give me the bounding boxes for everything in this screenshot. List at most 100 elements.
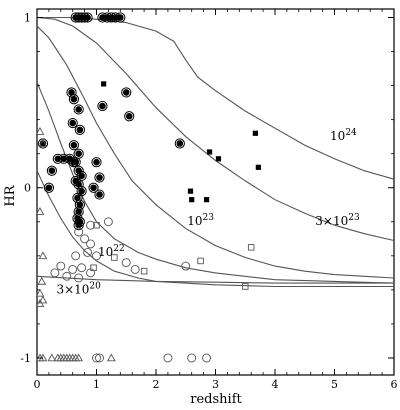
point-open-triangle bbox=[35, 127, 45, 135]
point-filled-square bbox=[187, 188, 194, 194]
curves bbox=[36, 16, 395, 288]
point-filled-circle bbox=[48, 167, 56, 175]
point-open-triangle bbox=[107, 353, 116, 362]
point-filled-square bbox=[189, 197, 195, 203]
point-open-triangle bbox=[38, 138, 48, 147]
point-filled-circle bbox=[96, 174, 103, 181]
point-filled-square bbox=[255, 164, 261, 170]
point-open-circle bbox=[77, 263, 87, 273]
point-open-circle bbox=[86, 220, 96, 230]
curve-label-nh24: 1024 bbox=[330, 128, 357, 143]
curve-nh24 bbox=[37, 16, 395, 180]
point-ring bbox=[124, 111, 135, 122]
point-filled-circle bbox=[93, 158, 100, 166]
curve-nh3e20 bbox=[36, 275, 394, 284]
point-filled-square bbox=[203, 197, 210, 203]
curve-label-nh3e23: 3×1023 bbox=[315, 213, 360, 228]
point-open-square bbox=[140, 267, 148, 275]
point-filled-circle bbox=[84, 14, 91, 21]
point-ring bbox=[97, 100, 108, 112]
point-filled-circle bbox=[70, 141, 78, 149]
point-ring bbox=[68, 157, 79, 168]
point-ring bbox=[74, 124, 85, 135]
plot-border bbox=[36, 8, 395, 376]
y-tick-label: 1 bbox=[24, 12, 31, 25]
point-filled-square bbox=[252, 130, 258, 136]
point-open-circle bbox=[56, 261, 66, 271]
point-open-circle bbox=[121, 258, 131, 268]
curve-nh22b bbox=[36, 170, 394, 288]
point-ring bbox=[37, 138, 49, 149]
point-open-circle bbox=[86, 239, 96, 249]
point-filled-circle bbox=[122, 89, 130, 96]
point-filled-square bbox=[215, 156, 222, 162]
curve-label-nh23: 1023 bbox=[187, 213, 214, 228]
point-open-triangle bbox=[38, 295, 48, 304]
point-filled-circle bbox=[39, 140, 47, 147]
x-tick-label: 6 bbox=[391, 378, 398, 391]
point-open-triangle bbox=[35, 288, 45, 297]
point-open-circle bbox=[62, 271, 72, 281]
point-open-triangle bbox=[47, 353, 57, 362]
point-ring bbox=[174, 138, 185, 149]
point-open-circle bbox=[83, 247, 93, 257]
x-tick-label: 1 bbox=[93, 378, 100, 391]
plot-frame bbox=[36, 8, 395, 376]
curve-label-nh22: 1022 bbox=[98, 244, 125, 259]
point-filled-circle bbox=[75, 106, 82, 113]
point-ring bbox=[46, 165, 57, 176]
point-open-circle bbox=[187, 353, 197, 363]
point-ring bbox=[88, 182, 99, 193]
point-ring bbox=[82, 12, 93, 23]
point-filled-square bbox=[206, 149, 213, 155]
point-open-triangle bbox=[38, 251, 48, 260]
point-ring bbox=[91, 157, 102, 168]
point-ring bbox=[115, 12, 126, 23]
point-open-circle bbox=[74, 273, 84, 283]
point-ring bbox=[94, 172, 105, 183]
point-open-circle bbox=[202, 353, 212, 363]
x-tick-label: 3 bbox=[212, 378, 219, 391]
point-open-triangle bbox=[35, 298, 45, 307]
point-open-circle bbox=[80, 234, 90, 244]
point-open-circle bbox=[130, 265, 140, 274]
axis-ticks: 0 1 2 3 4 5 6-101 bbox=[20, 9, 398, 391]
point-ring bbox=[73, 104, 84, 115]
point-filled-circle bbox=[125, 112, 133, 120]
point-filled-circle bbox=[99, 102, 106, 110]
x-tick-label: 2 bbox=[153, 378, 160, 391]
point-filled-circle bbox=[74, 194, 81, 202]
point-open-square bbox=[90, 264, 97, 272]
point-ring bbox=[43, 182, 55, 193]
point-filled-circle bbox=[45, 184, 53, 192]
point-filled-circle bbox=[76, 126, 84, 134]
point-filled-circle bbox=[90, 184, 97, 192]
point-open-square bbox=[241, 283, 249, 290]
curve-nh22a bbox=[36, 81, 395, 284]
point-open-triangle bbox=[37, 276, 47, 285]
point-filled-circle bbox=[69, 119, 76, 127]
point-filled-circle bbox=[75, 181, 82, 188]
point-open-square bbox=[197, 257, 204, 265]
point-filled-circle bbox=[68, 89, 75, 96]
x-tick-label: 0 bbox=[34, 378, 41, 391]
point-open-circle bbox=[163, 353, 173, 363]
point-ring bbox=[94, 189, 105, 200]
point-ring bbox=[73, 220, 84, 231]
point-open-circle bbox=[50, 268, 60, 278]
point-open-circle bbox=[92, 353, 101, 363]
point-filled-circle bbox=[78, 172, 85, 180]
point-ring bbox=[121, 87, 132, 98]
point-filled-circle bbox=[70, 158, 78, 166]
y-tick-label: 0 bbox=[24, 182, 31, 195]
point-filled-circle bbox=[176, 140, 184, 147]
point-open-circle bbox=[71, 251, 81, 261]
point-open-triangle bbox=[74, 353, 84, 362]
curve-labels: 1024 3×1023 1023 1022 3×1020 bbox=[56, 128, 360, 296]
curve-nh23 bbox=[36, 25, 395, 279]
point-open-square bbox=[93, 221, 100, 229]
point-open-circle bbox=[92, 251, 101, 261]
x-tick-label: 5 bbox=[331, 378, 338, 391]
point-filled-circle bbox=[75, 221, 82, 229]
y-axis-label: HR bbox=[3, 184, 18, 206]
